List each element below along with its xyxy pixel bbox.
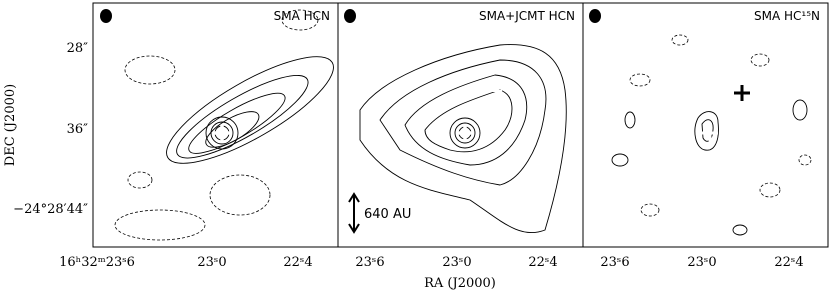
x-tick-label: 23ˢ6 — [600, 255, 629, 270]
x-tick-label: 22ˢ4 — [283, 255, 312, 270]
x-tick-label: 23ˢ0 — [197, 255, 226, 270]
y-tick-label: 36″ — [67, 122, 89, 137]
panel-title: SMA HC¹⁵N — [754, 9, 820, 23]
x-tick-label: 23ˢ0 — [687, 255, 716, 270]
panel-3-map — [589, 9, 812, 236]
y-tick-label: 28″ — [67, 41, 89, 56]
panel-1-map — [100, 9, 334, 241]
panel-title: SMA HCN — [274, 9, 330, 23]
y-axis-title: DEC (J2000) — [3, 84, 18, 166]
scale-bar-label: 640 AU — [364, 207, 411, 222]
x-tick-label: 23ˢ0 — [442, 255, 471, 270]
panel-2-map: 640 AU — [344, 9, 567, 234]
panel-frame — [92, 2, 339, 248]
panel-title: SMA+JCMT HCN — [479, 9, 575, 23]
y-tick-label: −24°28′44″ — [13, 202, 88, 217]
x-tick-label: 23ˢ6 — [355, 255, 384, 270]
x-axis-title: RA (J2000) — [424, 276, 496, 291]
x-tick-label: 16ʰ32ᵐ23ˢ6 — [59, 255, 135, 270]
panel-frame — [582, 2, 829, 248]
x-tick-label: 22ˢ4 — [774, 255, 803, 270]
x-tick-label: 22ˢ4 — [528, 255, 557, 270]
